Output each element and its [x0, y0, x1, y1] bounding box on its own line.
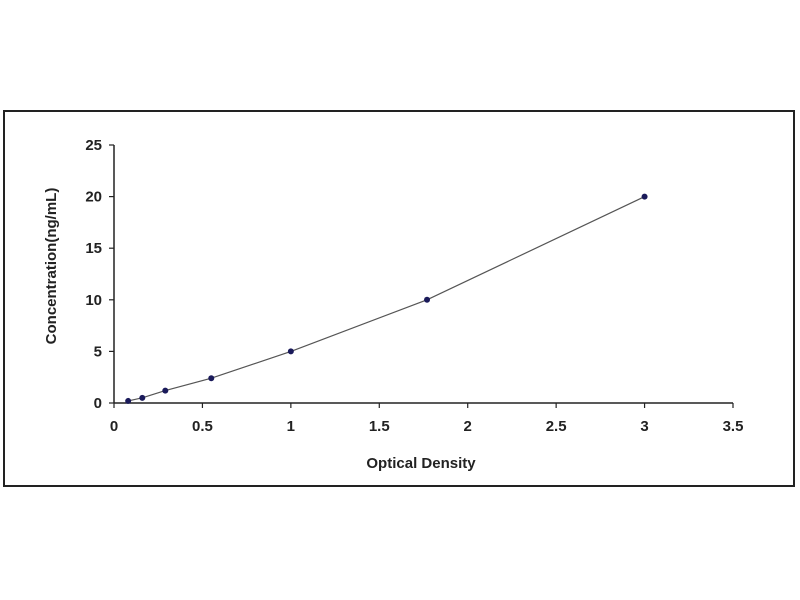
- x-tick-label: 0: [110, 418, 118, 435]
- y-tick-label: 10: [85, 292, 102, 309]
- x-tick-label: 3.5: [723, 418, 744, 435]
- x-tick-label: 0.5: [192, 418, 213, 435]
- data-point: [162, 387, 169, 394]
- data-point: [641, 193, 648, 200]
- chart-frame: [3, 110, 795, 487]
- trend-line: [127, 196, 645, 402]
- x-tick-label: 2.5: [546, 418, 567, 435]
- y-axis-label: Concentration(ng/mL): [43, 188, 60, 345]
- x-tick-label: 1: [287, 418, 295, 435]
- y-tick-label: 25: [85, 137, 102, 154]
- x-axis-label: Optical Density: [366, 455, 476, 472]
- x-tick-label: 2: [464, 418, 472, 435]
- data-point: [139, 394, 146, 401]
- data-point: [424, 296, 431, 303]
- y-tick-label: 20: [85, 189, 102, 206]
- data-point: [125, 397, 132, 404]
- data-point: [287, 348, 294, 355]
- y-tick-label: 5: [94, 343, 102, 360]
- data-point: [208, 375, 215, 382]
- y-tick-label: 15: [85, 240, 102, 257]
- x-tick-label: 1.5: [369, 418, 390, 435]
- x-tick-label: 3: [640, 418, 648, 435]
- y-tick-label: 0: [94, 395, 102, 412]
